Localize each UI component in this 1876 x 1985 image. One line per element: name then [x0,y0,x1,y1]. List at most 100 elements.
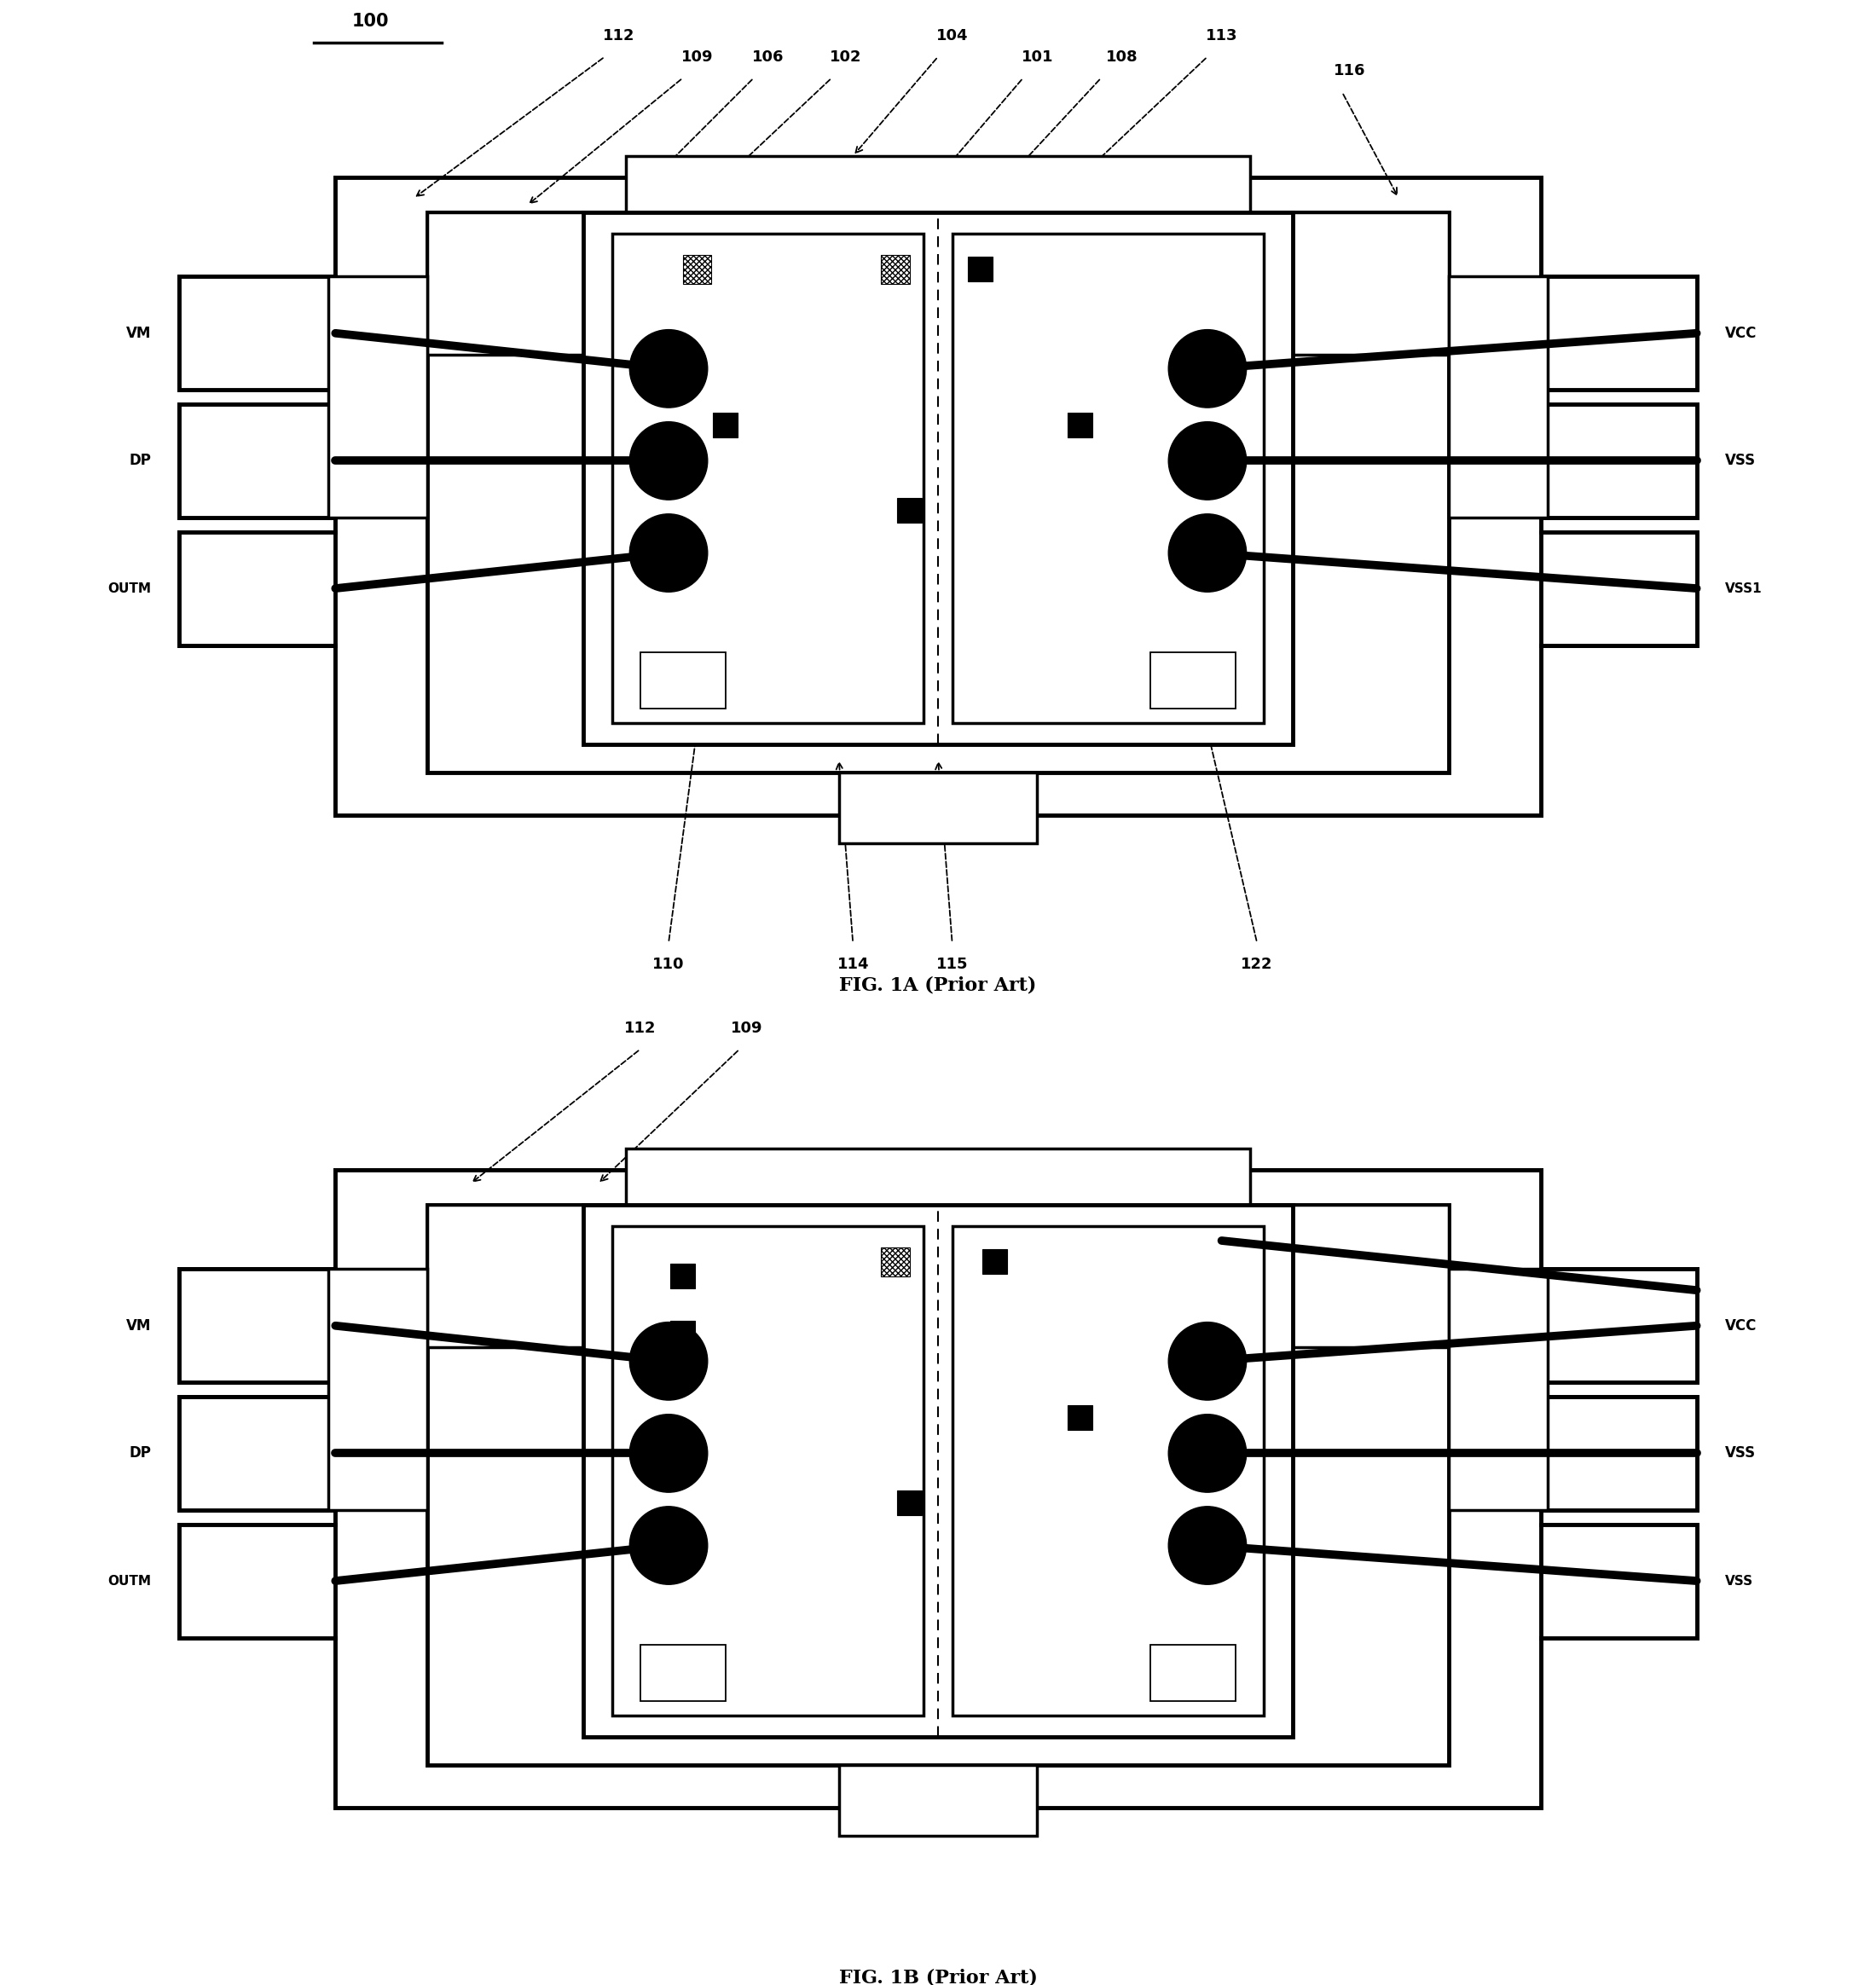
Text: 108: 108 [1107,50,1139,64]
Bar [953,1227,1264,1715]
Circle shape [630,330,707,407]
Bar [968,256,992,282]
Text: CO: CO [946,504,962,516]
Text: 122: 122 [1242,957,1274,973]
Bar [583,1205,1293,1737]
Text: VM: VM [126,326,152,341]
Text: 101: 101 [1021,50,1052,64]
Bar [839,1765,1037,1836]
Bar [1249,212,1448,355]
Text: VCC: VCC [1724,326,1756,341]
Bar [1448,276,1548,518]
Text: DP: DP [747,256,764,268]
Bar [180,1524,336,1638]
Bar [1150,653,1236,709]
Circle shape [1169,514,1246,592]
Circle shape [630,423,707,500]
Text: S2: S2 [1186,1227,1203,1239]
Circle shape [630,1415,707,1493]
Text: 102: 102 [829,50,861,64]
Text: VSS: VSS [1037,256,1060,268]
Text: 116: 116 [1334,64,1366,79]
Bar [627,157,1249,212]
Bar [897,498,921,522]
Text: S1: S1 [673,234,690,246]
Circle shape [1169,423,1246,500]
Circle shape [630,1322,707,1399]
Text: DO: DO [1006,1411,1022,1423]
Bar [428,1205,1448,1765]
Bar [180,1397,336,1511]
Circle shape [630,1507,707,1584]
Text: VSS1: VSS1 [1724,582,1762,596]
Bar [180,405,336,518]
Bar [839,772,1037,844]
Text: VSS: VSS [1724,1574,1754,1588]
Text: DP: DP [726,1328,741,1338]
Text: 113: 113 [1206,28,1238,44]
Text: 109: 109 [730,1020,762,1036]
Text: VSS: VSS [1724,453,1756,468]
Bar [428,1205,627,1348]
Bar [640,1646,726,1701]
Text: 114: 114 [837,957,869,973]
Circle shape [1169,1415,1246,1493]
Bar [670,1320,696,1346]
Bar [612,234,923,723]
Bar [953,234,1264,723]
Text: VSS: VSS [1724,1445,1756,1461]
Text: VM: VM [649,419,668,431]
Text: 109: 109 [681,50,713,64]
Bar [1448,1268,1548,1511]
Bar [1150,1646,1236,1701]
Bar [180,1268,336,1382]
Bar [328,1268,428,1511]
Text: 112: 112 [625,1020,657,1036]
Text: 115: 115 [936,957,968,973]
Bar [1540,532,1696,645]
Bar [683,256,711,284]
Bar [1540,276,1696,389]
Text: DO: DO [1006,419,1022,431]
Text: DP: DP [129,453,152,468]
Text: FIG. 1B (Prior Art): FIG. 1B (Prior Art) [839,1969,1037,1985]
Text: S1: S1 [673,1227,690,1239]
Bar [1067,413,1092,439]
Bar [882,1249,910,1276]
Bar [670,1264,696,1288]
Text: VM: VM [726,1262,745,1274]
Bar [627,1149,1249,1205]
Bar [1540,405,1696,518]
Polygon shape [180,1169,1696,1808]
Bar [583,212,1293,744]
Text: 106: 106 [752,50,784,64]
Bar [612,1227,923,1715]
Circle shape [1169,1507,1246,1584]
Bar [336,1169,1540,1808]
Bar [882,256,910,284]
Text: DP: DP [129,1445,152,1461]
Bar [1249,1205,1448,1348]
Polygon shape [180,177,1696,816]
Circle shape [1169,1322,1246,1399]
Text: 100: 100 [353,12,390,30]
Bar [1067,1405,1092,1431]
Text: OUTM: OUTM [107,582,152,596]
Text: CO: CO [946,1497,962,1509]
Bar [328,276,428,518]
Text: VDD: VDD [889,292,915,304]
Bar [983,1249,1007,1274]
Bar [428,212,1448,772]
Bar [1540,1524,1696,1638]
Text: OUTM: OUTM [107,1574,152,1588]
Bar [640,653,726,709]
Text: 104: 104 [936,28,968,44]
Bar [897,1491,921,1515]
Text: VDD: VDD [889,1312,915,1324]
Text: S2: S2 [1186,234,1203,246]
Bar [180,276,336,389]
Text: FIG. 1A (Prior Art): FIG. 1A (Prior Art) [839,977,1037,994]
Bar [180,532,336,645]
Bar [1540,1397,1696,1511]
Text: 112: 112 [602,28,634,44]
